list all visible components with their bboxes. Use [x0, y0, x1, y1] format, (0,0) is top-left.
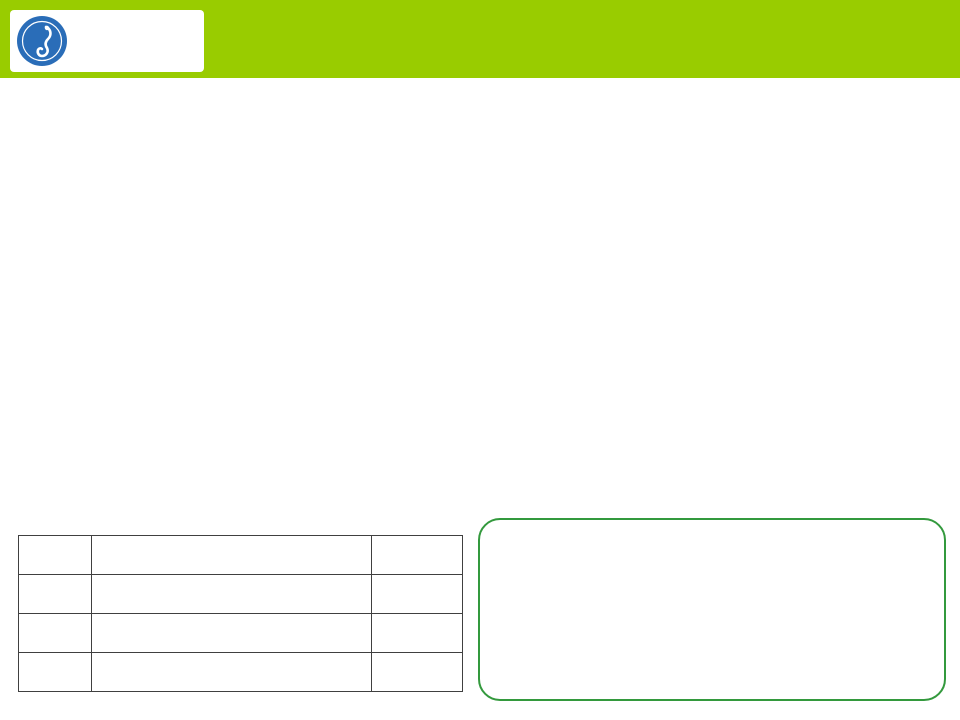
range-2007 — [371, 613, 463, 653]
header-banner — [0, 0, 960, 78]
nfrdi-seal-icon — [17, 16, 67, 66]
range-2006 — [371, 652, 463, 692]
yearly-stats-table — [18, 535, 463, 692]
col-header-year — [18, 535, 92, 575]
bottom-water-temperature-chart — [0, 80, 960, 505]
avg-2008 — [91, 574, 372, 614]
seahorse-icon — [36, 25, 52, 58]
note-box — [478, 518, 946, 701]
year-2008 — [18, 574, 92, 614]
year-2007 — [18, 613, 92, 653]
col-header-range — [371, 535, 463, 575]
table-header-row — [18, 535, 463, 575]
nfrdi-logo — [10, 10, 204, 72]
avg-2006 — [91, 652, 372, 692]
table-row — [18, 652, 463, 692]
range-2008 — [371, 574, 463, 614]
col-header-avg — [91, 535, 372, 575]
table-row — [18, 613, 463, 653]
year-2006 — [18, 652, 92, 692]
table-row — [18, 574, 463, 614]
avg-2007 — [91, 613, 372, 653]
